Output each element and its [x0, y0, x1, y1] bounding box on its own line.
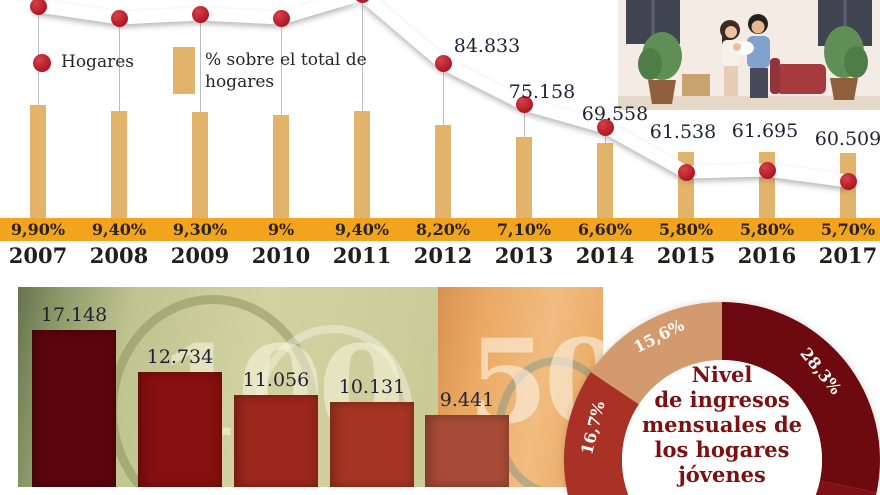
- pct-bar: [516, 137, 532, 218]
- pct-label: 9%: [267, 220, 295, 239]
- year-label: 2012: [413, 243, 473, 268]
- legend-hogares-label: Hogares: [61, 52, 134, 72]
- pct-label: 5,80%: [739, 220, 795, 239]
- sofa-armrest: [770, 58, 780, 94]
- pct-label: 9,90%: [10, 220, 66, 239]
- hogares-dot: [434, 54, 452, 72]
- plant-left-leaf: [638, 48, 662, 80]
- pct-bar: [597, 143, 613, 218]
- plant-pot-right: [830, 78, 858, 100]
- pct-bar: [192, 112, 208, 218]
- income-bar-label: 10.131: [338, 376, 406, 398]
- pct-label: 9,40%: [334, 220, 390, 239]
- hogares-dot: [272, 9, 290, 27]
- donut-slice: [590, 302, 722, 405]
- cabinet-icon: [682, 74, 710, 96]
- hogares-dot: [758, 161, 776, 179]
- hogares-dot: [839, 172, 857, 190]
- donut-slice: [815, 480, 877, 495]
- year-label: 2015: [656, 243, 716, 268]
- year-label: 2014: [575, 243, 635, 268]
- pct-label: 8,20%: [415, 220, 471, 239]
- plant-right-leaf: [844, 46, 868, 78]
- income-bar-label: 11.056: [242, 369, 310, 391]
- sofa-icon: [776, 64, 826, 94]
- woman-pants: [724, 66, 738, 96]
- year-label: 2013: [494, 243, 554, 268]
- family-illustration: [618, 0, 880, 110]
- donut-slice: [722, 302, 880, 493]
- income-donut-chart: 28,3%16,7%15,6%Nivel de ingresos mensuales…: [563, 302, 880, 495]
- hogares-dot: [677, 163, 695, 181]
- hogares-dot: [515, 95, 533, 113]
- hogares-value-label: 61.695: [731, 120, 799, 142]
- pct-bar-swatch-icon: [173, 47, 195, 94]
- plant-pot-left: [648, 80, 676, 104]
- pct-label: 9,30%: [172, 220, 228, 239]
- top-combo-chart: 9,90% 9,40% 9,30% 9% 9,40% 8,20% 7,10% 6,60% 5,8…: [0, 0, 880, 268]
- pct-bar: [354, 111, 370, 218]
- pct-label: 6,60%: [577, 220, 633, 239]
- year-label: 2011: [332, 243, 392, 268]
- hogares-dot: [29, 0, 47, 15]
- income-bar-label: 17.148: [40, 304, 108, 326]
- pct-label: 5,70%: [820, 220, 876, 239]
- pct-bar: [111, 111, 127, 218]
- pct-bar: [273, 115, 289, 218]
- year-label: 2010: [251, 243, 311, 268]
- hogares-dot: [353, 0, 371, 3]
- legend-pct-label: % sobre el total de hogares: [205, 50, 367, 92]
- baby-face: [733, 43, 741, 51]
- hogares-dot: [110, 9, 128, 27]
- man-pants: [750, 68, 768, 98]
- income-bar-label: 12.734: [146, 346, 214, 368]
- baseline-strip: [18, 487, 880, 495]
- percentage-band: 9,90% 9,40% 9,30% 9% 9,40% 8,20% 7,10% 6,60% 5,8…: [0, 218, 880, 241]
- pct-label: 7,10%: [496, 220, 552, 239]
- year-label: 2008: [89, 243, 149, 268]
- man-shirt: [747, 36, 770, 68]
- hogares-value-label: 60.509: [814, 128, 880, 150]
- hogares-value-label: 61.538: [649, 121, 717, 143]
- pct-bar: [30, 105, 46, 218]
- donut-hole: [622, 360, 822, 495]
- pct-label: 5,80%: [658, 220, 714, 239]
- trend-line: [31, 0, 855, 188]
- year-label: 2009: [170, 243, 230, 268]
- donut-slice: [563, 372, 639, 495]
- room-floor: [618, 96, 880, 110]
- hogares-dot: [596, 118, 614, 136]
- income-bar: [425, 415, 509, 487]
- pct-label: 9,40%: [91, 220, 147, 239]
- donut-center-text: Nivel de ingresos mensuales de los hogares j…: [642, 362, 802, 487]
- year-label: 2017: [818, 243, 878, 268]
- income-bar: [138, 372, 222, 487]
- bottom-income-chart: 100 50 28,3% 16,7% 15,6% Nivel de ingresos me…: [18, 287, 880, 495]
- year-label: 2007: [8, 243, 68, 268]
- dot-stem: [362, 0, 363, 218]
- pct-bar: [435, 125, 451, 218]
- income-bar: [234, 395, 318, 487]
- hogares-value-label: 69.558: [581, 103, 649, 125]
- woman-face: [725, 26, 737, 38]
- income-bar: [330, 402, 414, 487]
- hogares-value-label: 75.158: [508, 81, 576, 103]
- year-label: 2016: [737, 243, 797, 268]
- income-bar-label: 9.441: [439, 389, 495, 411]
- hogares-value-label: 84.833: [453, 35, 521, 57]
- hogares-dot: [191, 5, 209, 23]
- hogares-dot-icon: [33, 54, 51, 72]
- income-bar: [32, 330, 116, 487]
- man-face: [751, 20, 765, 34]
